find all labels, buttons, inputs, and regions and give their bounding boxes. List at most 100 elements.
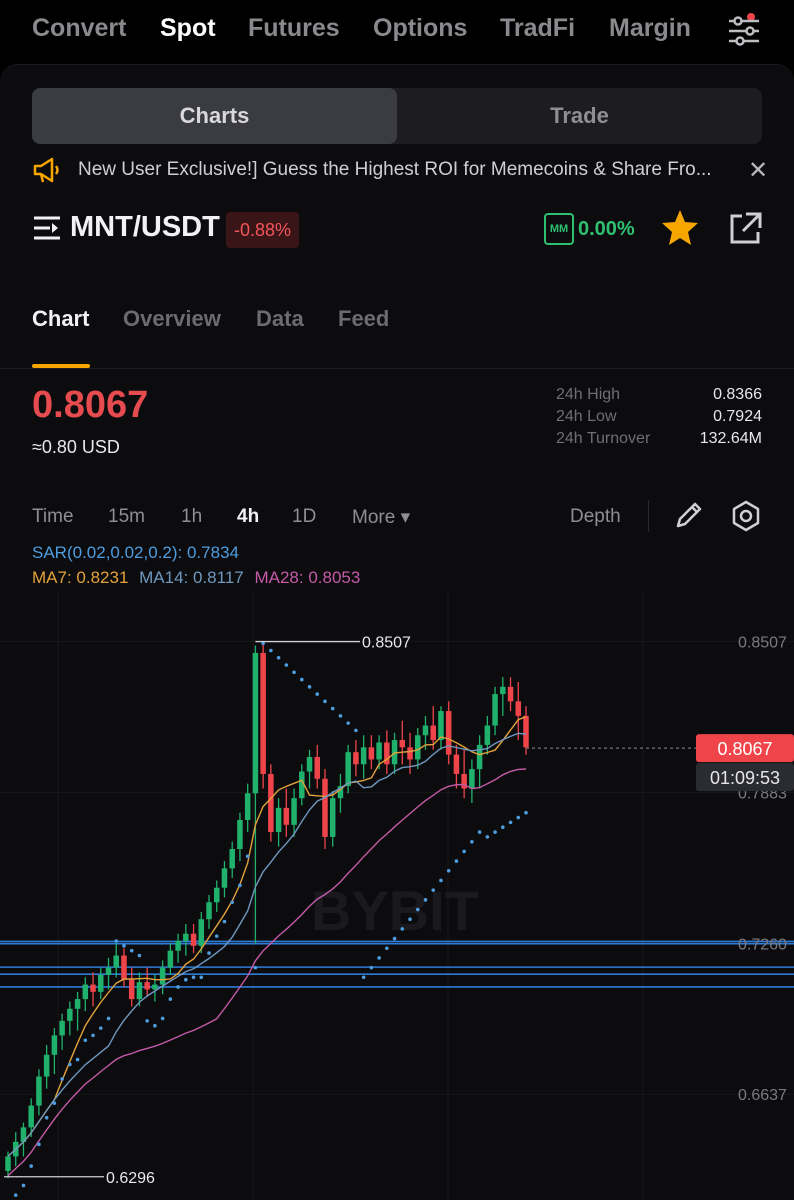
candle-body — [306, 757, 313, 772]
candle-body — [345, 752, 351, 787]
candle-body — [453, 754, 460, 774]
nav-futures[interactable]: Futures — [248, 14, 340, 42]
candle-body — [422, 725, 429, 736]
active-tab-indicator — [32, 364, 90, 368]
candle-body — [353, 752, 359, 765]
sar-dot — [261, 641, 265, 646]
candle-body — [67, 1008, 73, 1021]
watermark: BYBIT — [311, 879, 479, 942]
sar-dot — [524, 810, 528, 815]
sar-dot — [238, 883, 242, 888]
ma7-value: MA7: 0.8231 — [32, 568, 129, 587]
ma14-line — [7, 732, 527, 1157]
mm-rate: 0.00% — [578, 218, 635, 240]
candle-body — [252, 652, 259, 794]
timeframe-1d[interactable]: 1D — [292, 506, 317, 527]
stat-value: 0.7924 — [713, 408, 762, 425]
stat-value: 132.64M — [699, 430, 762, 447]
sar-dot — [493, 830, 497, 834]
sar-dot — [222, 919, 227, 924]
stat-label: 24h Turnover — [556, 430, 651, 447]
candle-body — [283, 807, 290, 825]
candle-body — [36, 1076, 42, 1106]
sar-dot — [323, 699, 327, 704]
candle-body — [438, 711, 444, 741]
candle-body — [399, 740, 406, 748]
candle-body — [90, 984, 96, 992]
nav-margin[interactable]: Margin — [609, 14, 691, 42]
timeframe-15m[interactable]: 15m — [108, 506, 145, 527]
tab-chart[interactable]: Chart — [32, 306, 90, 331]
announcement-banner[interactable]: New User Exclusive!] Guess the Highest R… — [32, 152, 772, 190]
candle-body — [20, 1127, 27, 1142]
sar-dot — [446, 868, 451, 873]
pair-menu-icon[interactable] — [32, 214, 62, 242]
share-icon[interactable] — [726, 210, 764, 248]
hex-settings-icon[interactable] — [730, 500, 762, 532]
candlestick-chart[interactable]: BYBIT0.85070.78830.72600.66370.85070.629… — [0, 590, 794, 1200]
last-price: 0.8067 — [32, 384, 149, 426]
mm-icon: MM — [544, 213, 574, 245]
depth-button[interactable]: Depth — [570, 506, 621, 527]
nav-convert[interactable]: Convert — [32, 14, 127, 42]
ma14-value: MA14: 0.8117 — [139, 568, 244, 587]
sar-dot — [346, 721, 350, 725]
sar-dot — [44, 1115, 49, 1120]
close-icon[interactable]: ✕ — [748, 157, 769, 184]
sar-dot — [485, 835, 490, 839]
countdown-tag — [696, 763, 794, 792]
pencil-icon[interactable] — [674, 500, 704, 530]
sar-dot — [13, 1193, 18, 1197]
sar-dot — [470, 839, 474, 844]
sar-dot — [98, 1026, 103, 1030]
sliders-icon[interactable] — [726, 12, 762, 46]
favorite-star-icon[interactable] — [660, 208, 700, 248]
candle-body — [391, 740, 398, 765]
stat-label: 24h High — [556, 386, 621, 403]
nav-options[interactable]: Options — [373, 14, 468, 42]
candle-body — [314, 757, 321, 779]
candle-body — [74, 999, 81, 1009]
candle-body — [213, 887, 220, 903]
candle-body — [492, 694, 498, 726]
timeframe-time[interactable]: Time — [32, 506, 74, 527]
sar-dot — [60, 1077, 64, 1081]
charts-button[interactable]: Charts — [32, 88, 397, 144]
timeframe-4h[interactable]: 4h — [237, 506, 260, 527]
y-axis-label: 0.7260 — [738, 936, 787, 953]
sar-dot — [415, 907, 420, 912]
sar-dot — [400, 927, 405, 931]
candle-body — [136, 982, 143, 1000]
sar-dot — [276, 655, 281, 660]
candle-body — [368, 747, 375, 760]
candle-body — [198, 919, 205, 946]
tab-feed[interactable]: Feed — [338, 306, 390, 331]
sar-dot — [369, 965, 374, 970]
sar-dot — [75, 1057, 80, 1062]
candle-body — [476, 744, 483, 770]
sar-dot — [83, 1038, 88, 1043]
pair-change-badge: -0.88% — [226, 212, 300, 248]
timeframe-1h[interactable]: 1h — [181, 506, 203, 527]
candle-body — [105, 967, 112, 975]
tab-data[interactable]: Data — [256, 306, 304, 331]
ma28-value: MA28: 0.8053 — [254, 568, 361, 587]
sar-dot — [408, 917, 412, 922]
sar-dot — [114, 939, 119, 943]
candle-body — [275, 807, 282, 833]
divider — [0, 368, 794, 369]
sar-dot — [284, 663, 289, 667]
pair-name[interactable]: MNT/USDT — [70, 211, 220, 243]
last-price-tag — [696, 734, 794, 763]
tab-overview[interactable]: Overview — [123, 306, 221, 331]
candle-body — [190, 933, 197, 946]
nav-tradfi[interactable]: TradFi — [500, 14, 576, 42]
timeframe-more[interactable]: More ▾ — [352, 507, 411, 528]
sar-dot — [462, 849, 466, 854]
nav-spot[interactable]: Spot — [160, 14, 216, 42]
sar-dot — [29, 1164, 33, 1168]
trade-button[interactable]: Trade — [550, 103, 609, 128]
sar-dot — [168, 997, 173, 1001]
candle-body — [167, 950, 174, 968]
chart-toolbar: Time 15m 1h 4h 1D More ▾ Depth — [32, 498, 772, 534]
